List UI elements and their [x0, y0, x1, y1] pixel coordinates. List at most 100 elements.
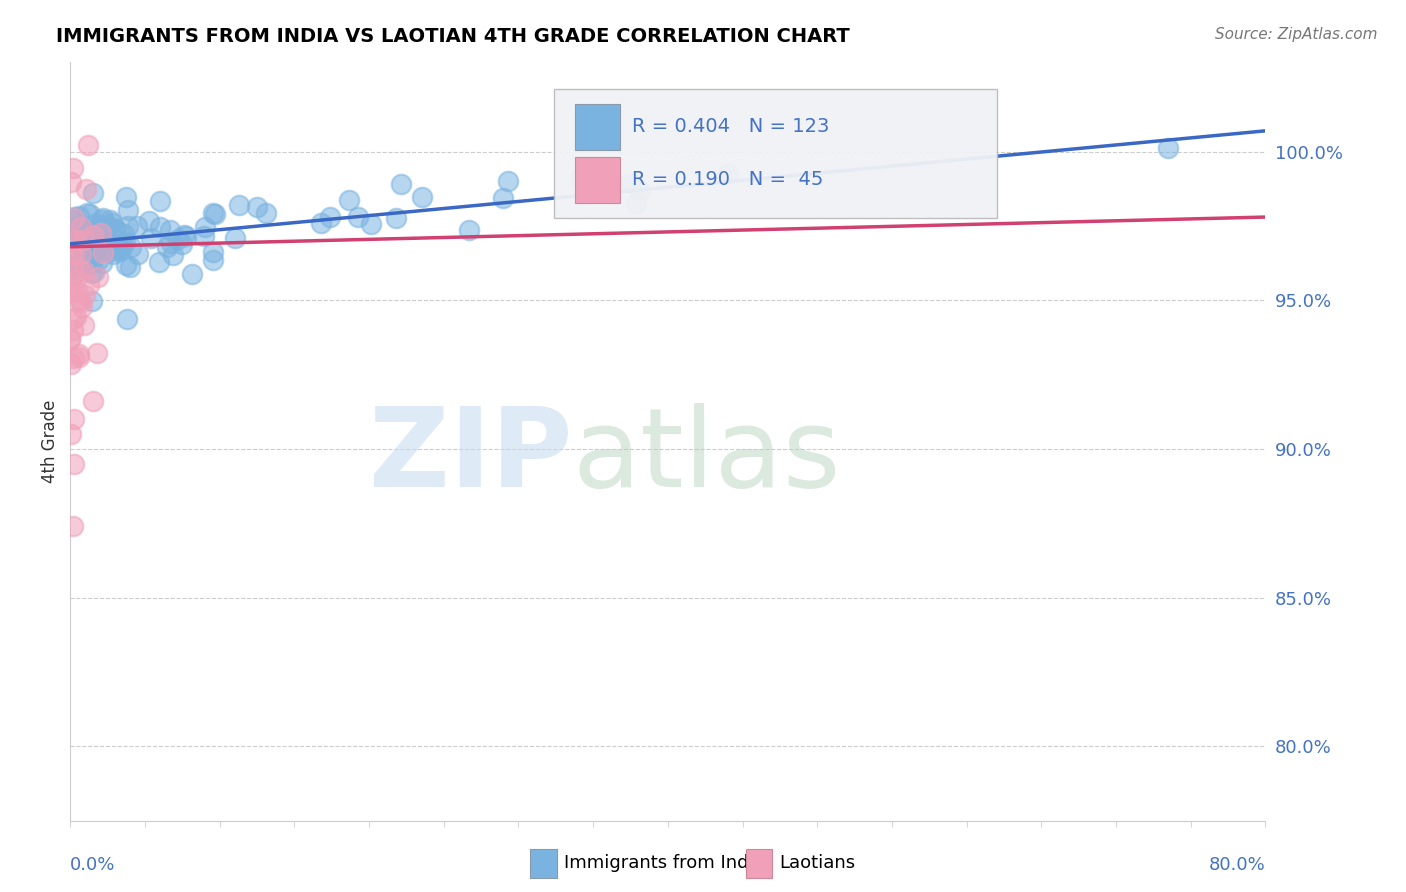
- Point: [62, 232, 84, 246]
- Point: [84, 226, 107, 240]
- Point: [65, 233, 87, 247]
- Text: 0.0%: 0.0%: [70, 856, 115, 874]
- Point: [97, 245, 120, 260]
- Point: [59, 357, 82, 371]
- Point: [72, 241, 94, 255]
- Point: [111, 235, 134, 250]
- Point: [62, 229, 84, 244]
- Text: R = 0.404   N = 123: R = 0.404 N = 123: [633, 118, 830, 136]
- Point: [73, 246, 96, 260]
- Text: Source: ZipAtlas.com: Source: ZipAtlas.com: [1215, 27, 1378, 42]
- Point: [91, 256, 114, 270]
- Point: [70, 247, 93, 261]
- Point: [201, 252, 224, 267]
- Point: [87, 270, 110, 285]
- Point: [115, 312, 138, 326]
- Point: [60, 212, 83, 227]
- Point: [93, 218, 115, 232]
- Point: [204, 206, 226, 220]
- Point: [82, 394, 104, 409]
- Y-axis label: 4th Grade: 4th Grade: [41, 400, 59, 483]
- Point: [72, 252, 94, 267]
- Point: [492, 192, 515, 206]
- Point: [76, 230, 98, 244]
- Point: [224, 231, 246, 245]
- Point: [107, 240, 129, 254]
- Point: [59, 259, 82, 273]
- Point: [337, 193, 360, 207]
- Point: [389, 178, 412, 192]
- Point: [76, 206, 98, 220]
- Point: [69, 263, 91, 277]
- Point: [360, 217, 382, 231]
- Point: [76, 221, 98, 235]
- Point: [83, 225, 105, 239]
- Point: [93, 224, 115, 238]
- Point: [59, 333, 82, 347]
- Point: [138, 213, 160, 227]
- Point: [80, 294, 103, 309]
- Point: [624, 196, 647, 211]
- Point: [63, 211, 86, 225]
- Point: [76, 251, 98, 265]
- Bar: [745, 848, 772, 878]
- Point: [65, 271, 87, 285]
- Point: [77, 278, 100, 293]
- Point: [73, 318, 96, 332]
- Point: [117, 219, 139, 234]
- Point: [62, 268, 84, 283]
- Point: [194, 219, 217, 234]
- Point: [83, 265, 105, 279]
- Point: [72, 222, 94, 236]
- Point: [67, 209, 90, 223]
- Point: [89, 237, 111, 252]
- Point: [628, 184, 651, 198]
- Point: [717, 167, 740, 181]
- Point: [118, 260, 141, 274]
- Point: [94, 225, 117, 239]
- Text: Immigrants from India: Immigrants from India: [564, 855, 765, 872]
- Point: [60, 427, 83, 442]
- Point: [496, 174, 519, 188]
- Point: [76, 252, 98, 266]
- Point: [62, 311, 84, 326]
- Point: [62, 260, 84, 275]
- Point: [59, 285, 82, 299]
- Point: [59, 248, 82, 262]
- Point: [149, 219, 172, 234]
- Point: [202, 206, 225, 220]
- Point: [84, 238, 107, 252]
- Point: [69, 295, 91, 310]
- Text: atlas: atlas: [572, 403, 841, 510]
- Point: [114, 190, 136, 204]
- Point: [97, 219, 120, 233]
- Point: [62, 161, 84, 175]
- Point: [1157, 141, 1180, 155]
- Point: [347, 211, 370, 225]
- Point: [63, 457, 86, 471]
- Point: [76, 137, 98, 152]
- Point: [87, 253, 110, 268]
- Point: [620, 177, 643, 191]
- Point: [63, 351, 86, 366]
- Point: [87, 234, 110, 248]
- Point: [79, 207, 101, 221]
- Point: [63, 211, 86, 225]
- Point: [93, 211, 115, 225]
- Point: [180, 267, 202, 281]
- Point: [127, 247, 149, 261]
- Point: [112, 227, 135, 241]
- Text: IMMIGRANTS FROM INDIA VS LAOTIAN 4TH GRADE CORRELATION CHART: IMMIGRANTS FROM INDIA VS LAOTIAN 4TH GRA…: [56, 27, 851, 45]
- Point: [246, 200, 269, 214]
- Point: [80, 242, 103, 256]
- Point: [67, 227, 90, 242]
- Point: [80, 266, 103, 280]
- Point: [104, 222, 127, 236]
- Text: ZIP: ZIP: [368, 403, 572, 510]
- Point: [588, 161, 610, 176]
- Point: [254, 206, 277, 220]
- Point: [82, 252, 104, 267]
- Text: Laotians: Laotians: [779, 855, 855, 872]
- Point: [63, 260, 86, 275]
- Point: [385, 211, 408, 226]
